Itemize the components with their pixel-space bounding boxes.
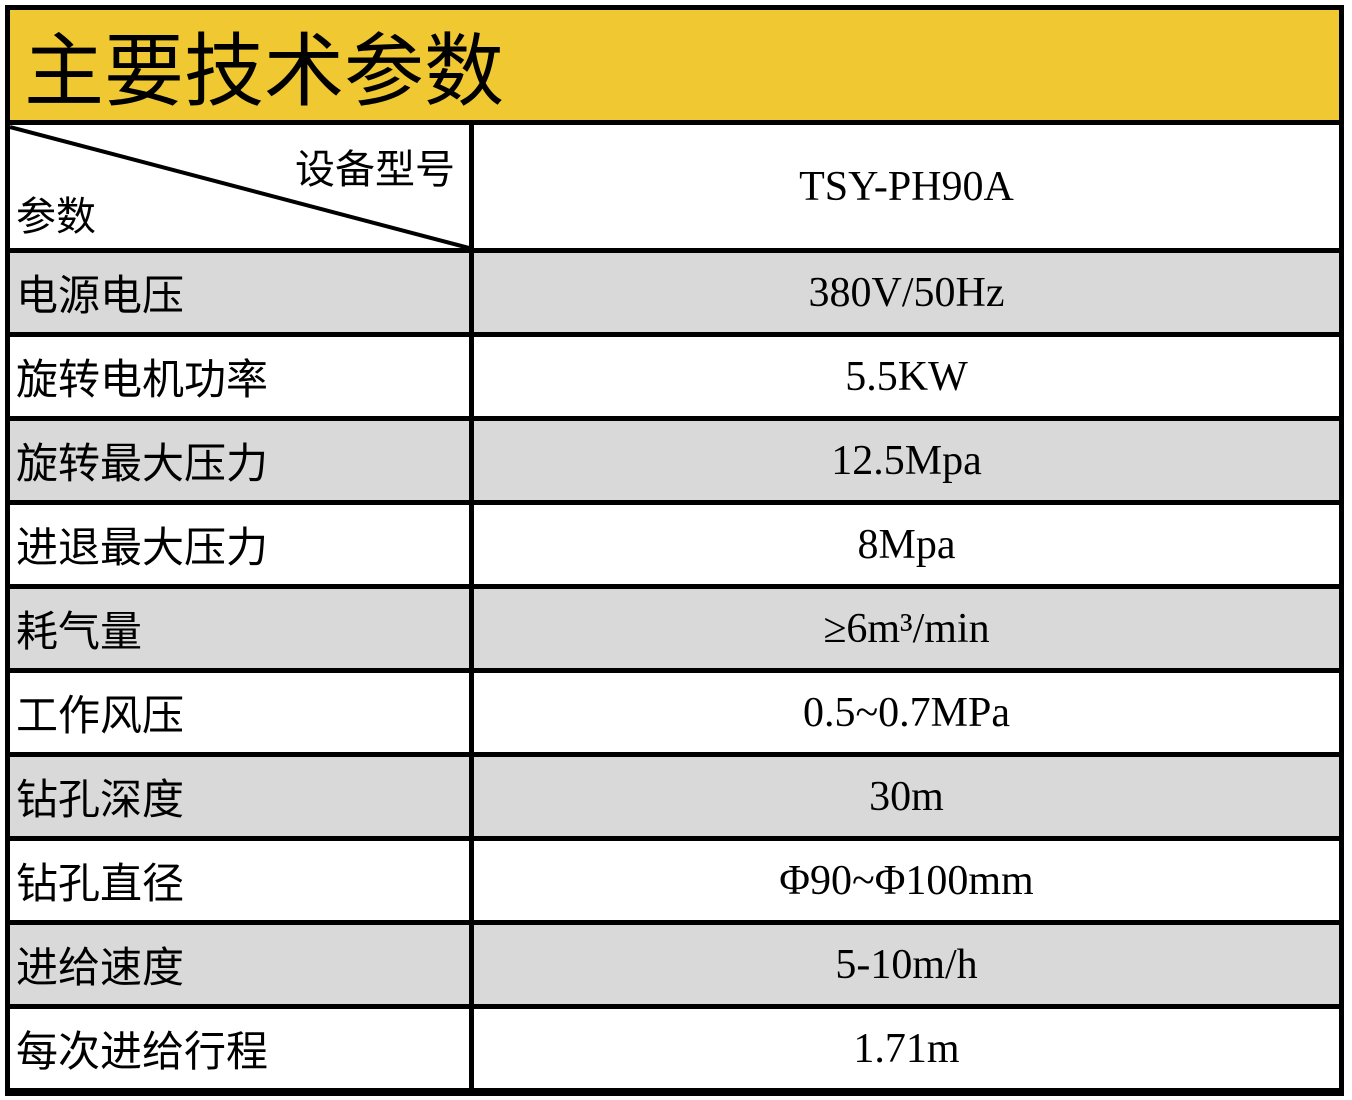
diagonal-line — [10, 125, 469, 248]
table-row: 旋转最大压力 12.5Mpa — [10, 421, 1339, 505]
table-row: 耗气量 ≥6m³/min — [10, 589, 1339, 673]
param-value: 0.5~0.7MPa — [802, 689, 1011, 736]
param-label: 进给速度 — [10, 925, 474, 1004]
param-label: 耗气量 — [10, 589, 474, 668]
param-label: 工作风压 — [10, 673, 474, 752]
param-label: 每次进给行程 — [10, 1009, 474, 1088]
table-row: 钻孔直径 Φ90~Φ100mm — [10, 841, 1339, 925]
param-label: 电源电压 — [10, 253, 474, 332]
param-label: 旋转电机功率 — [10, 337, 474, 416]
table-row: 每次进给行程 1.71m — [10, 1009, 1339, 1093]
table-row: 进退最大压力 8Mpa — [10, 505, 1339, 589]
diagonal-header-cell: 设备型号 参数 — [10, 125, 474, 248]
param-value: Φ90~Φ100mm — [779, 857, 1034, 904]
header-row: 设备型号 参数 TSY-PH90A — [10, 125, 1339, 253]
table-row: 工作风压 0.5~0.7MPa — [10, 673, 1339, 757]
table-row: 进给速度 5-10m/h — [10, 925, 1339, 1009]
param-value: ≥6m³/min — [823, 605, 990, 652]
param-label: 钻孔深度 — [10, 757, 474, 836]
table-row: 旋转电机功率 5.5KW — [10, 337, 1339, 421]
param-label: 进退最大压力 — [10, 505, 474, 584]
param-value: 30m — [869, 773, 944, 820]
param-value: 5.5KW — [845, 353, 968, 400]
table-row: 电源电压 380V/50Hz — [10, 253, 1339, 337]
param-value: 12.5Mpa — [831, 437, 982, 484]
param-label: 旋转最大压力 — [10, 421, 474, 500]
param-value: 380V/50Hz — [808, 269, 1005, 316]
param-value: 1.71m — [853, 1025, 960, 1072]
model-header-label: 设备型号 — [295, 147, 455, 192]
param-label: 钻孔直径 — [10, 841, 474, 920]
table-title: 主要技术参数 — [10, 10, 1339, 125]
param-value: 8Mpa — [857, 521, 956, 568]
spec-table: 主要技术参数 设备型号 参数 TSY-PH90A 电源电压 380V/50Hz 旋转… — [5, 5, 1344, 1096]
model-value: TSY-PH90A — [799, 163, 1014, 210]
table-row: 钻孔深度 30m — [10, 757, 1339, 841]
param-header-label: 参数 — [16, 194, 96, 239]
param-value: 5-10m/h — [835, 941, 978, 988]
